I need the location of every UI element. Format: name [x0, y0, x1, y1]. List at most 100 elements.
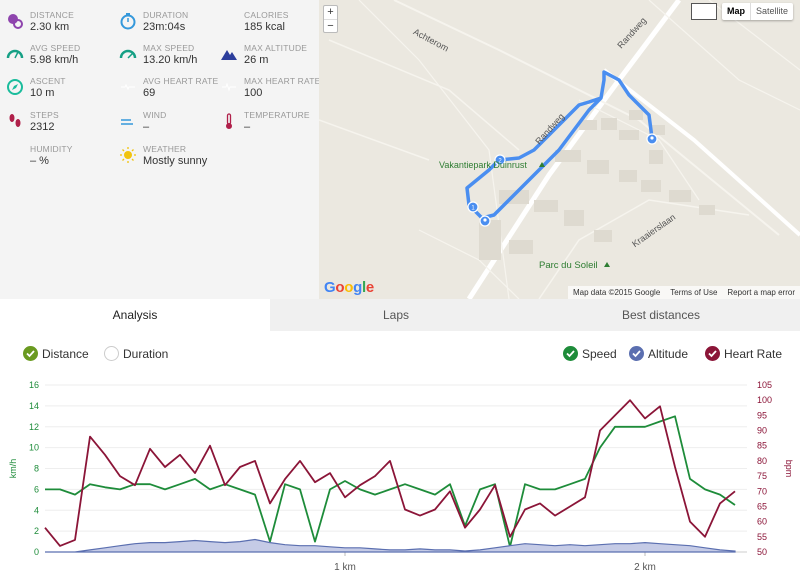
checkbox-checked-icon[interactable]	[705, 346, 720, 361]
toggle-heart-rate[interactable]: Heart Rate	[705, 346, 782, 361]
chart-canvas: 0 2 4 6 8 10 12 14 16 50 55 60 65 70 75 80 85 90 95 100 105 k…	[8, 380, 794, 573]
y-right-tick-label: 75	[757, 471, 767, 481]
checkbox-checked-icon[interactable]	[563, 346, 578, 361]
map-attribution: Map data ©2015 Google Terms of Use Repor…	[567, 286, 800, 299]
stat-value: 100	[244, 87, 263, 99]
heart-pulse-icon	[121, 83, 135, 91]
fullscreen-button[interactable]	[691, 3, 717, 20]
map-end-pin-icon[interactable]	[646, 133, 658, 145]
thermometer-icon	[226, 113, 232, 129]
stat-label: WEATHER	[143, 144, 187, 154]
y-right-tick-label: 65	[757, 501, 767, 511]
y-left-tick-label: 14	[29, 401, 39, 411]
stat-label: HUMIDITY	[30, 144, 73, 154]
checkbox-checked-icon[interactable]	[629, 346, 644, 361]
toggle-distance[interactable]: Distance	[23, 346, 89, 361]
y-right-tick-label: 105	[757, 380, 772, 390]
stat-value: 185 kcal	[244, 21, 285, 33]
y-left-tick-label: 2	[34, 526, 39, 536]
y-left-tick-label: 4	[34, 505, 39, 515]
tab-analysis[interactable]: Analysis	[0, 299, 270, 331]
stats-panel: DISTANCE 2.30 km DURATION 23m:04s CALORIES 18…	[0, 0, 320, 299]
zoom-in-button[interactable]: +	[327, 6, 334, 18]
stat-value: 23m:04s	[143, 21, 186, 33]
stat-label: AVG SPEED	[30, 43, 81, 53]
toggle-altitude[interactable]: Altitude	[629, 346, 688, 361]
y-right-axis-title: bpm	[784, 460, 794, 478]
stat-weather: WEATHER Mostly sunny	[113, 138, 218, 168]
toggle-label: Duration	[123, 346, 169, 361]
stopwatch-icon	[120, 13, 136, 30]
toggle-duration[interactable]: Duration	[104, 346, 168, 361]
tab-laps[interactable]: Laps	[270, 299, 522, 331]
heart-pulse-max-icon	[222, 82, 236, 92]
series-altitude-area	[45, 538, 736, 553]
analysis-tabs: Analysis Laps Best distances	[0, 299, 800, 331]
route-map[interactable]: 1 2 Achterom Randweg Randweg Vakantiepar…	[319, 0, 800, 299]
sun-icon	[120, 147, 136, 163]
stat-value: 13.20 km/h	[143, 54, 198, 66]
tab-best-distances[interactable]: Best distances	[522, 299, 800, 331]
footprints-icon	[9, 114, 21, 127]
place-label: Vakantiepark Duinrust	[439, 160, 527, 170]
toggle-label: Heart Rate	[724, 346, 783, 361]
stat-label: AVG HEART RATE	[143, 76, 219, 86]
y-left-tick-label: 6	[34, 484, 39, 494]
analysis-chart[interactable]: 0 2 4 6 8 10 12 14 16 50 55 60 65 70 75 80 85 90 95 100 105 k…	[0, 375, 800, 579]
map-background: 1 2	[319, 0, 800, 299]
stat-value: –	[143, 121, 150, 133]
map-marker-2[interactable]: 2	[498, 159, 502, 165]
checkbox-unchecked-icon[interactable]	[104, 346, 119, 361]
stat-label: STEPS	[30, 110, 59, 120]
zoom-control: + −	[323, 5, 338, 33]
terms-of-use-link[interactable]: Terms of Use	[670, 288, 718, 297]
stat-max-speed: MAX SPEED 13.20 km/h	[113, 37, 218, 67]
speedometer-max-icon	[119, 49, 137, 59]
droplets-icon	[6, 146, 24, 164]
google-logo-letter: l	[362, 279, 366, 296]
stat-calories: CALORIES 185 kcal	[214, 4, 319, 34]
stat-avg-speed: AVG SPEED 5.98 km/h	[0, 37, 105, 67]
report-map-error-link[interactable]: Report a map error	[727, 288, 795, 297]
stat-label: MAX ALTITUDE	[244, 43, 308, 53]
stat-value: 5.98 km/h	[30, 54, 79, 66]
map-data-credit: Map data ©2015 Google	[572, 288, 661, 297]
stat-label: WIND	[143, 110, 167, 120]
y-left-axis-title: km/h	[8, 459, 18, 479]
toggle-label: Distance	[42, 346, 89, 361]
y-right-tick-label: 95	[757, 410, 767, 420]
map-start-pin-icon[interactable]	[479, 215, 491, 227]
map-type-map-button[interactable]: Map	[727, 6, 745, 16]
y-left-tick-label: 8	[34, 464, 39, 474]
stat-value: 10 m	[30, 87, 55, 99]
stat-value: 26 m	[244, 54, 269, 66]
map-type-control: Map Satellite	[722, 3, 794, 20]
checkbox-checked-icon[interactable]	[23, 346, 38, 361]
toggle-speed[interactable]: Speed	[563, 346, 617, 361]
stat-temperature: TEMPERATURE –	[214, 104, 319, 134]
y-left-tick-label: 10	[29, 443, 39, 453]
stat-avg-heart-rate: AVG HEART RATE 69	[113, 70, 218, 100]
google-logo[interactable]: Google	[324, 279, 374, 296]
stat-duration: DURATION 23m:04s	[113, 4, 218, 34]
google-logo-letter: g	[353, 279, 362, 296]
stat-label: CALORIES	[244, 10, 289, 20]
stat-value: Mostly sunny	[143, 155, 208, 167]
y-right-tick-label: 100	[757, 395, 772, 405]
google-logo-letter: o	[335, 279, 345, 296]
zoom-out-button[interactable]: −	[324, 19, 337, 32]
stat-max-altitude: MAX ALTITUDE 26 m	[214, 37, 319, 67]
wind-icon	[121, 119, 133, 125]
mountain-icon	[221, 50, 237, 60]
y-right-tick-label: 85	[757, 441, 767, 451]
map-marker-1[interactable]: 1	[471, 206, 475, 212]
y-left-tick-label: 0	[34, 547, 39, 557]
poi-park-icon	[539, 162, 545, 167]
y-right-tick-label: 80	[757, 456, 767, 466]
stat-max-heart-rate: MAX HEART RATE 100	[214, 70, 320, 100]
y-left-tick-label: 12	[29, 422, 39, 432]
map-type-satellite-button[interactable]: Satellite	[750, 3, 793, 20]
google-logo-letter: o	[344, 279, 354, 296]
google-logo-letter: e	[365, 279, 374, 296]
place-label: Parc du Soleil	[539, 260, 598, 271]
